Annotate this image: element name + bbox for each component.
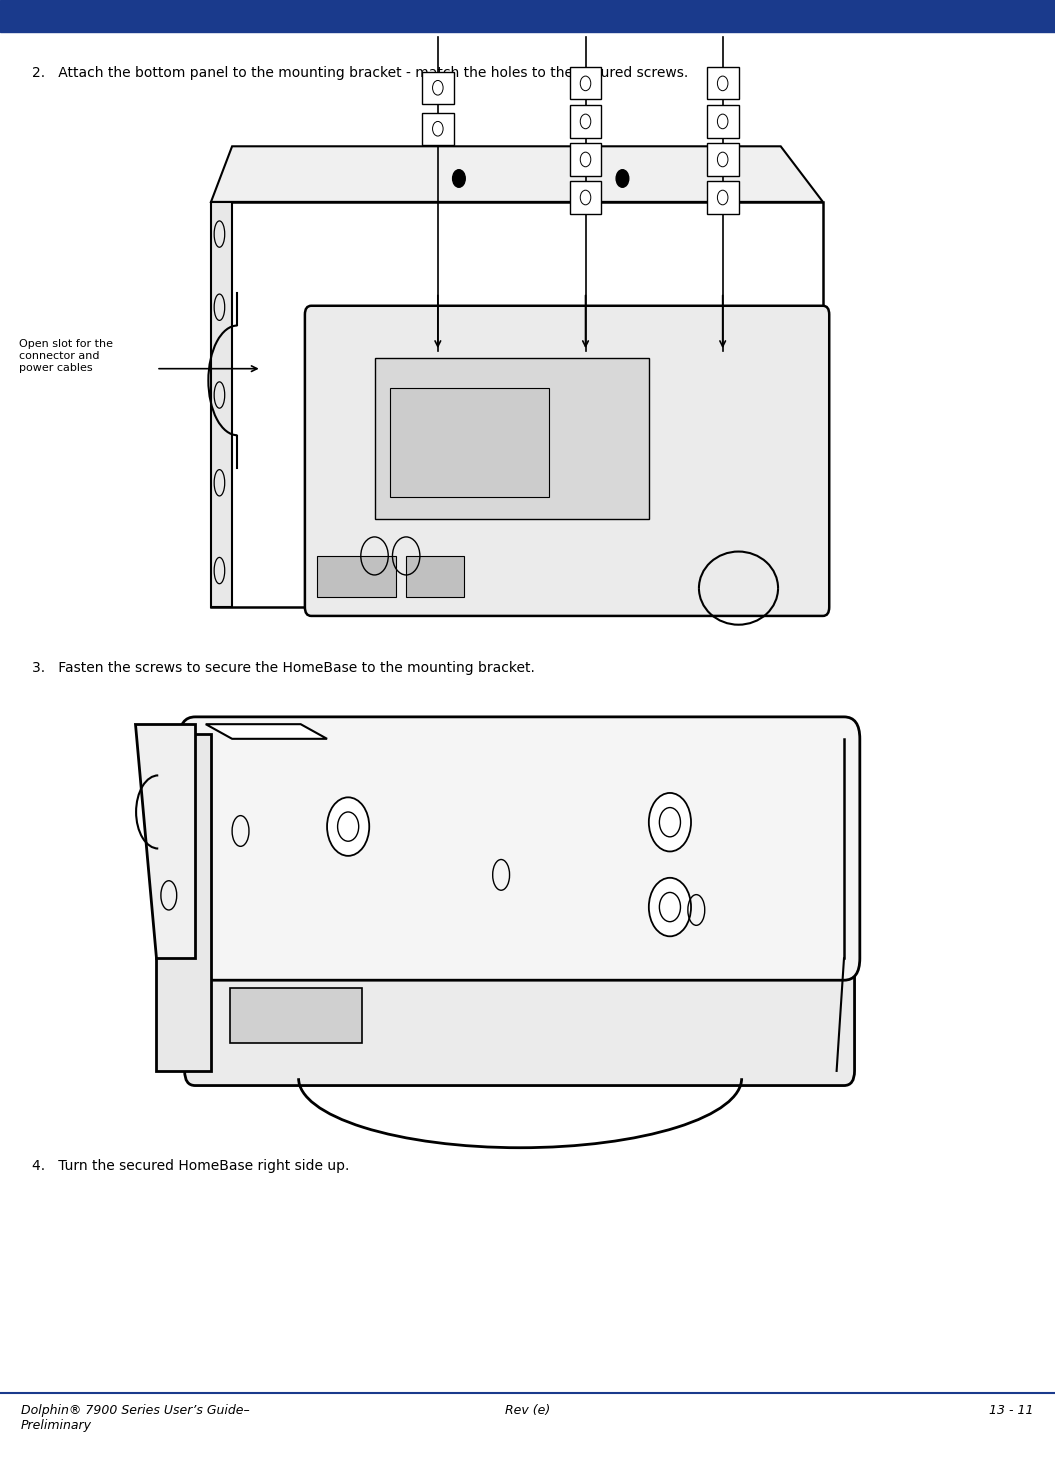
Polygon shape bbox=[135, 724, 195, 958]
Polygon shape bbox=[211, 146, 823, 202]
Circle shape bbox=[649, 793, 691, 851]
FancyBboxPatch shape bbox=[179, 717, 860, 980]
FancyBboxPatch shape bbox=[707, 181, 738, 214]
Text: 13 - 11: 13 - 11 bbox=[990, 1404, 1034, 1418]
Bar bbox=[390, 388, 549, 497]
Text: Dolphin® 7900 Series User’s Guide–
Preliminary: Dolphin® 7900 Series User’s Guide– Preli… bbox=[21, 1404, 250, 1432]
FancyBboxPatch shape bbox=[422, 113, 454, 145]
Bar bbox=[230, 988, 362, 1043]
Circle shape bbox=[453, 170, 465, 187]
Circle shape bbox=[649, 878, 691, 936]
FancyBboxPatch shape bbox=[185, 939, 855, 1086]
Polygon shape bbox=[211, 202, 232, 607]
FancyBboxPatch shape bbox=[570, 143, 601, 176]
Bar bbox=[316, 556, 396, 597]
FancyBboxPatch shape bbox=[570, 67, 601, 99]
Text: Open slot for the
connector and
power cables: Open slot for the connector and power ca… bbox=[19, 339, 113, 373]
FancyBboxPatch shape bbox=[305, 306, 829, 616]
Bar bbox=[0, 0, 1055, 32]
FancyBboxPatch shape bbox=[422, 72, 454, 104]
Bar bbox=[406, 556, 464, 597]
FancyBboxPatch shape bbox=[570, 105, 601, 138]
Polygon shape bbox=[206, 724, 327, 739]
Text: 3.   Fasten the screws to secure the HomeBase to the mounting bracket.: 3. Fasten the screws to secure the HomeB… bbox=[32, 661, 535, 676]
Text: 4.   Turn the secured HomeBase right side up.: 4. Turn the secured HomeBase right side … bbox=[32, 1159, 349, 1173]
Circle shape bbox=[327, 797, 369, 856]
Text: Rev (e): Rev (e) bbox=[505, 1404, 550, 1418]
Text: 2.   Attach the bottom panel to the mounting bracket - match the holes to the se: 2. Attach the bottom panel to the mounti… bbox=[32, 66, 688, 80]
FancyBboxPatch shape bbox=[570, 181, 601, 214]
FancyBboxPatch shape bbox=[707, 105, 738, 138]
FancyBboxPatch shape bbox=[707, 143, 738, 176]
Bar bbox=[375, 358, 649, 519]
Circle shape bbox=[616, 170, 629, 187]
FancyBboxPatch shape bbox=[707, 67, 738, 99]
Polygon shape bbox=[156, 734, 211, 1071]
Polygon shape bbox=[211, 202, 823, 607]
